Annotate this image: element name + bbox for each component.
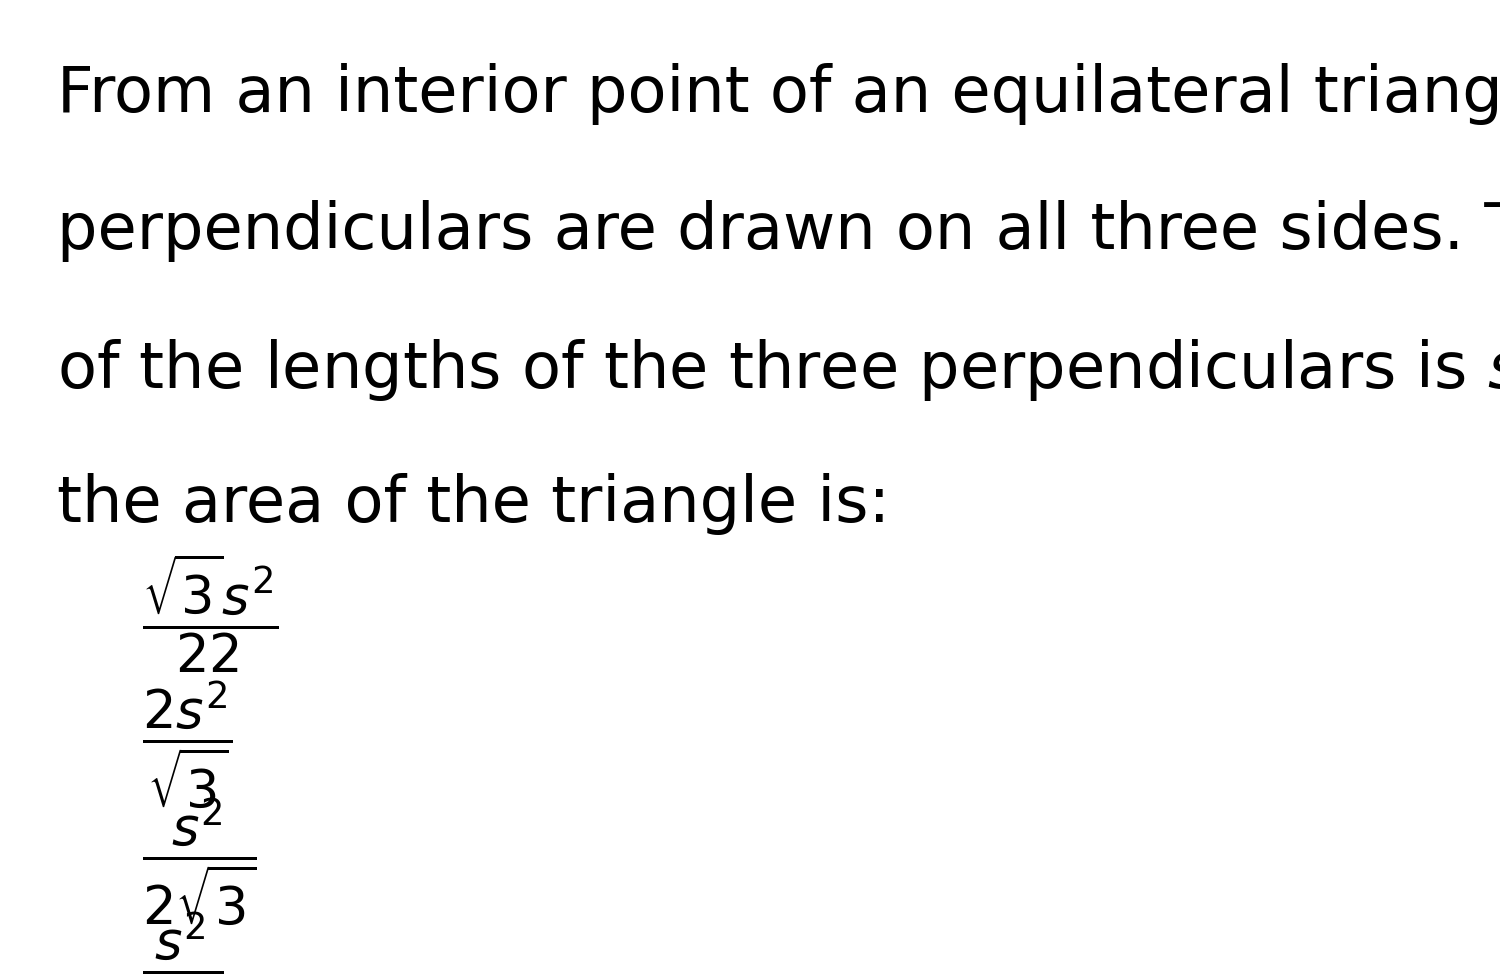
Text: $\dfrac{\sqrt{3}s^2}{22}$: $\dfrac{\sqrt{3}s^2}{22}$: [142, 551, 279, 675]
Text: of the lengths of the three perpendiculars is $s$. Then: of the lengths of the three perpendicula…: [57, 337, 1500, 403]
Text: $\dfrac{s^2}{\sqrt{3}}$: $\dfrac{s^2}{\sqrt{3}}$: [142, 910, 224, 976]
Text: From an interior point of an equilateral triangle,: From an interior point of an equilateral…: [57, 63, 1500, 126]
Text: $\dfrac{s^2}{2\sqrt{3}}$: $\dfrac{s^2}{2\sqrt{3}}$: [142, 795, 256, 927]
Text: $\dfrac{2s^2}{\sqrt{3}}$: $\dfrac{2s^2}{\sqrt{3}}$: [142, 678, 232, 810]
Text: the area of the triangle is:: the area of the triangle is:: [57, 473, 889, 536]
Text: perpendiculars are drawn on all three sides. The sum: perpendiculars are drawn on all three si…: [57, 200, 1500, 263]
